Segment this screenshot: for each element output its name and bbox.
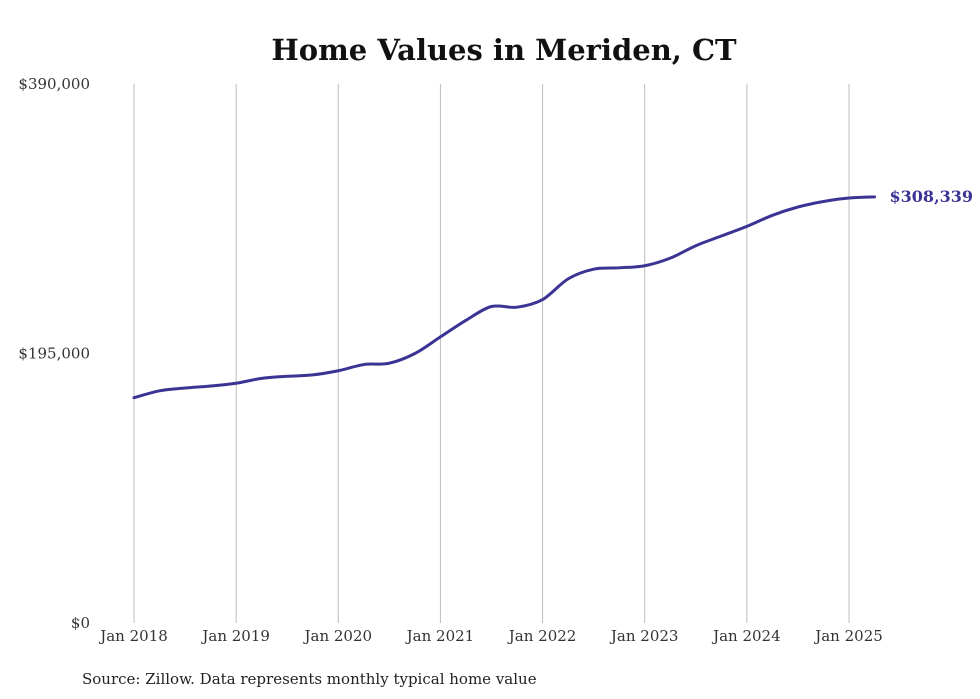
x-tick-label: Jan 2020 [303,627,373,645]
y-tick-label: $195,000 [18,345,90,363]
y-axis-ticks: $0 $195,000 $390,000 [18,75,90,632]
y-tick-label: $0 [71,614,90,632]
gridlines [133,84,850,623]
x-tick-label: Jan 2022 [507,627,577,645]
x-tick-label: Jan 2023 [609,627,679,645]
x-tick-label: Jan 2025 [813,627,883,645]
x-tick-label: Jan 2018 [98,627,168,645]
x-tick-label: Jan 2021 [405,627,475,645]
x-tick-label: Jan 2024 [711,627,781,645]
chart-title: Home Values in Meriden, CT [271,33,737,67]
x-tick-label: Jan 2019 [200,627,270,645]
y-tick-label: $390,000 [18,75,90,93]
x-axis-ticks: Jan 2018 Jan 2019 Jan 2020 Jan 2021 Jan 2022… [98,627,883,645]
source-note: Source: Zillow. Data represents monthly … [82,670,537,688]
latest-value-label: $308,339 [890,187,974,206]
home-value-line [132,195,877,400]
